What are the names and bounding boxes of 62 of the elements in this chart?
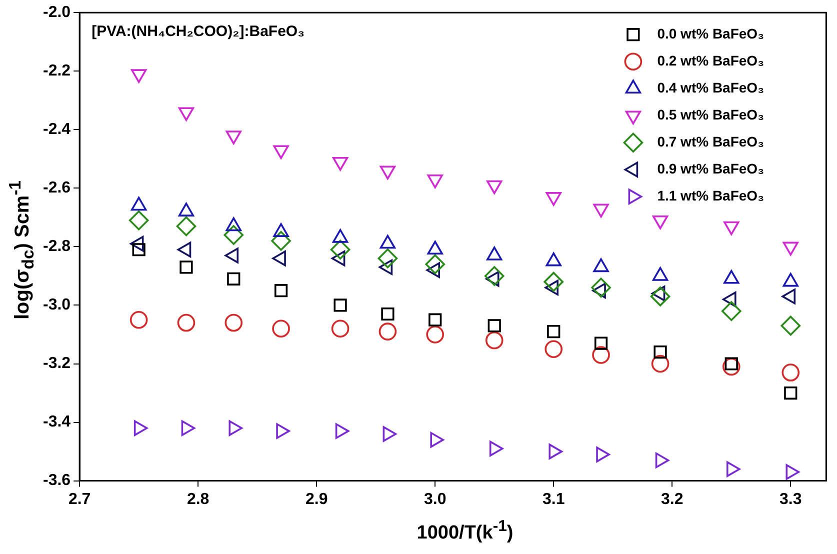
x-tick-label: 3.1	[542, 490, 565, 508]
point	[592, 346, 610, 364]
point	[547, 325, 560, 338]
point	[591, 278, 611, 298]
point	[128, 210, 149, 230]
legend-label: 0.0 wt% BaFeO₃	[657, 25, 764, 42]
y-tick-label: -2.4	[42, 121, 71, 138]
point	[378, 322, 397, 340]
point	[485, 331, 504, 350]
point	[331, 320, 350, 338]
x-tick-label: 3.0	[424, 490, 446, 508]
point	[378, 248, 398, 268]
point	[544, 340, 563, 358]
y-tick-label: -2.2	[42, 62, 71, 80]
x-axis-title: 1000/T(k$^{-1}$)	[416, 518, 514, 544]
x-tick-label: 3.3	[780, 490, 802, 508]
point	[180, 260, 193, 274]
x-tick-label: 3.2	[661, 490, 684, 508]
y-tick-label: -3.2	[42, 355, 71, 372]
y-tick-label: -3.0	[42, 296, 71, 314]
point	[484, 266, 504, 286]
point	[425, 254, 446, 274]
point	[130, 310, 148, 329]
y-tick-label: -2.0	[42, 4, 71, 22]
point	[271, 230, 291, 251]
point	[330, 240, 350, 260]
y-tick-label: -2.6	[42, 180, 71, 197]
point	[784, 386, 798, 400]
point	[544, 272, 564, 292]
point	[721, 301, 742, 321]
point	[594, 336, 608, 350]
point	[334, 298, 347, 312]
point	[488, 319, 501, 332]
point	[650, 286, 670, 306]
point	[426, 326, 444, 344]
point	[274, 284, 288, 298]
point	[381, 307, 394, 321]
point	[272, 320, 290, 338]
point	[654, 345, 667, 359]
y-tick-label: -2.8	[42, 238, 71, 256]
point	[428, 313, 442, 326]
point	[780, 316, 801, 336]
legend-label: 0.4 wt% BaFeO₃	[657, 79, 764, 96]
y-tick-label: -3.6	[42, 472, 71, 490]
point	[227, 272, 240, 286]
point	[651, 354, 670, 373]
x-tick-label: 2.9	[305, 490, 328, 508]
legend-label: 0.9 wt% BaFeO₃	[657, 160, 764, 176]
legend-label: 1.1 wt% BaFeO₃	[657, 187, 764, 204]
x-tick-label: 2.7	[68, 490, 91, 508]
point	[176, 216, 196, 236]
point	[177, 314, 196, 332]
point	[782, 364, 800, 382]
legend-label: 0.7 wt% BaFeO₃	[657, 133, 764, 150]
point	[224, 225, 244, 245]
point	[224, 314, 243, 332]
legend-label: 0.5 wt% BaFeO₃	[657, 106, 764, 122]
annotation: [PVA:(NH₄CH₂COO)₂]:BaFeO₃	[92, 23, 305, 40]
y-tick-label: -3.4	[42, 414, 71, 431]
legend-label: 0.2 wt% BaFeO₃	[657, 52, 764, 68]
point	[722, 358, 740, 376]
x-tick-label: 2.8	[186, 490, 210, 508]
